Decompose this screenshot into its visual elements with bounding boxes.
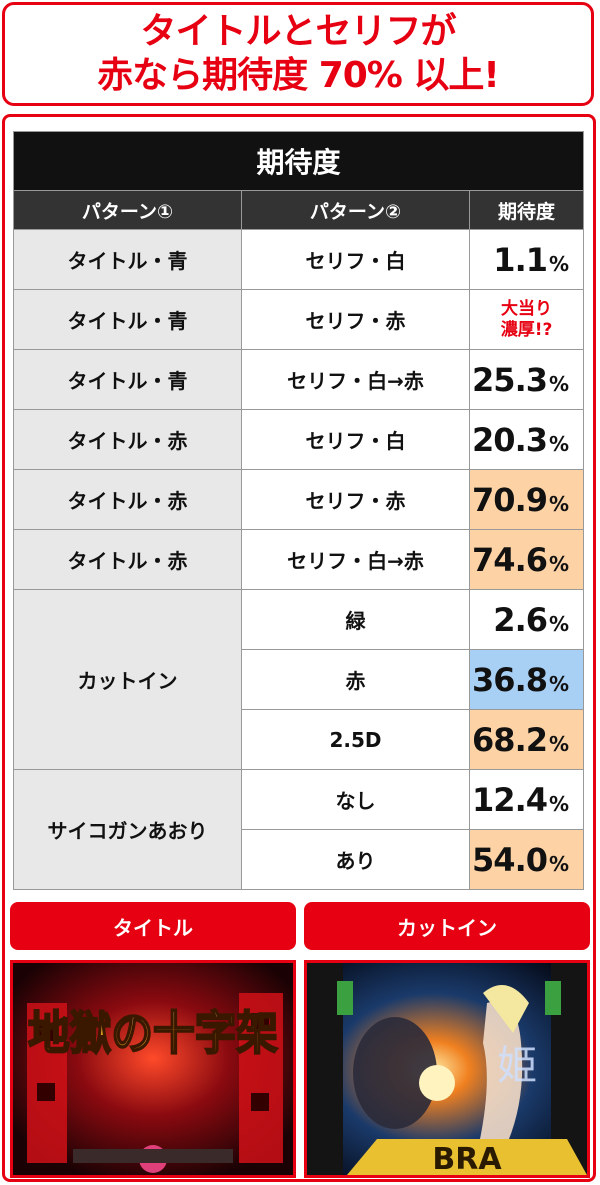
table-row: サイコガンあおり なし 12.4% — [13, 769, 585, 890]
pattern2-cell: セリフ・白 — [241, 409, 470, 470]
table-header-row: パターン① パターン② 期待度 — [13, 190, 585, 230]
expectation-cell: 2.6% — [468, 589, 585, 650]
title-panel-label: タイトル — [10, 902, 296, 950]
headline-line-2: 赤なら期待度 70% 以上! — [97, 55, 500, 96]
table-row: タイトル・赤 セリフ・白→赤 74.6% — [13, 529, 585, 590]
pattern2-cell: なし — [241, 769, 470, 830]
pattern1-cell: タイトル・青 — [13, 289, 242, 350]
expectation-value: 36.8 — [472, 660, 548, 699]
pattern1-cell: タイトル・赤 — [13, 469, 242, 530]
expectation-value: 68.2 — [472, 720, 548, 759]
pattern2-cell: セリフ・赤 — [241, 289, 470, 350]
percent-unit: % — [548, 731, 570, 756]
cutin-screenshot-art: 姫 BRA — [307, 963, 587, 1175]
expectation-value: 12.4 — [472, 780, 548, 819]
expectation-cell: 70.9% — [468, 469, 585, 530]
cutin-banner-text: BRA — [432, 1142, 502, 1175]
pattern2-cell: セリフ・白 — [241, 229, 470, 290]
pattern1-cell: タイトル・赤 — [13, 409, 242, 470]
title-screenshot-art: 地獄の十字架 — [13, 963, 293, 1175]
expectation-cell: 54.0% — [468, 829, 585, 890]
pattern2-cell: 緑 — [241, 589, 470, 650]
percent-unit: % — [548, 491, 570, 516]
pattern2-cell: セリフ・白→赤 — [241, 529, 470, 590]
cutin-screenshot: 姫 BRA — [304, 960, 590, 1178]
percent-unit: % — [548, 371, 570, 396]
pattern2-cell: セリフ・赤 — [241, 469, 470, 530]
expectation-cell: 1.1% — [468, 229, 585, 290]
table-row: 赤 36.8% — [14, 649, 585, 710]
percent-unit: % — [548, 251, 570, 276]
table-row: タイトル・青 セリフ・赤 大当り 濃厚!? — [13, 289, 585, 350]
expectation-cell: 36.8% — [468, 649, 585, 710]
pattern2-cell: 2.5D — [241, 709, 470, 770]
column-header-pattern2: パターン② — [241, 190, 470, 230]
pattern1-cell: サイコガンあおり — [13, 769, 242, 890]
percent-unit: % — [548, 791, 570, 816]
percent-unit: % — [548, 431, 570, 456]
pattern1-cell: タイトル・青 — [13, 349, 242, 410]
expectation-cell: 25.3% — [468, 349, 585, 410]
jackpot-note-line1: 大当り — [501, 298, 553, 319]
column-header-expectation: 期待度 — [468, 190, 585, 230]
column-header-pattern1: パターン① — [13, 190, 242, 230]
expectation-value: 74.6 — [472, 540, 548, 579]
percent-unit: % — [548, 551, 570, 576]
expectation-cell: 20.3% — [468, 409, 585, 470]
expectation-value: 70.9 — [472, 480, 548, 519]
title-screenshot: 地獄の十字架 — [10, 960, 296, 1178]
table-row: タイトル・青 セリフ・白→赤 25.3% — [13, 349, 585, 410]
expectation-cell: 74.6% — [468, 529, 585, 590]
pattern2-cell: セリフ・白→赤 — [241, 349, 470, 410]
expectation-value: 1.1 — [493, 240, 548, 279]
rates-frame: 期待度 パターン① パターン② 期待度 タイトル・青 セリフ・白 1.1% タイ… — [2, 114, 596, 1182]
jackpot-note-cell: 大当り 濃厚!? — [468, 289, 585, 350]
expectation-cell: 68.2% — [468, 709, 585, 770]
title-image-text: 地獄の十字架 — [28, 1006, 278, 1060]
table-row: 2.5D 68.2% — [14, 709, 585, 770]
expectation-value: 20.3 — [472, 420, 548, 459]
percent-unit: % — [548, 611, 570, 636]
expectation-cell: 12.4% — [468, 769, 585, 830]
expectation-value: 2.6 — [493, 600, 548, 639]
expectation-table: 期待度 パターン① パターン② 期待度 タイトル・青 セリフ・白 1.1% タイ… — [12, 131, 585, 890]
headline-line-1: タイトルとセリフが — [140, 11, 456, 52]
table-row: タイトル・青 セリフ・白 1.1% — [13, 229, 585, 290]
cutin-image-text: 姫 — [497, 1043, 537, 1089]
pattern2-cell: あり — [241, 829, 470, 890]
table-title: 期待度 — [12, 131, 585, 191]
pattern1-cell: タイトル・青 — [13, 229, 242, 290]
table-title-row: 期待度 — [12, 131, 585, 191]
percent-unit: % — [548, 851, 570, 876]
table-row: タイトル・赤 セリフ・赤 70.9% — [13, 469, 585, 530]
cutin-panel-label: カットイン — [304, 902, 590, 950]
expectation-value: 25.3 — [472, 360, 548, 399]
pattern2-cell: 赤 — [241, 649, 470, 710]
jackpot-note-line2: 濃厚!? — [500, 319, 553, 340]
table-row: あり 54.0% — [14, 829, 585, 890]
headline-banner: タイトルとセリフが 赤なら期待度 70% 以上! — [2, 2, 594, 106]
table-row: カットイン 緑 2.6% — [13, 589, 585, 770]
pattern1-cell: タイトル・赤 — [13, 529, 242, 590]
pattern1-cell: カットイン — [13, 589, 242, 770]
table-row: タイトル・赤 セリフ・白 20.3% — [13, 409, 585, 470]
percent-unit: % — [548, 671, 570, 696]
expectation-value: 54.0 — [472, 840, 548, 879]
